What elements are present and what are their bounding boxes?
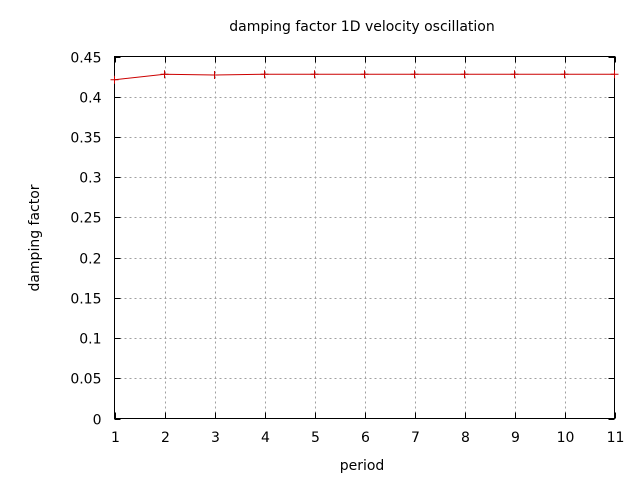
y-tick-label: 0.15 xyxy=(70,292,101,308)
chart-title: damping factor 1D velocity oscillation xyxy=(229,19,494,35)
x-axis-ticks: 1 2 3 4 5 6 7 8 9 10 11 xyxy=(111,56,625,446)
grid-lines xyxy=(114,56,615,419)
data-point xyxy=(260,70,269,79)
y-tick-label: 0.4 xyxy=(79,91,101,107)
x-tick-label: 10 xyxy=(557,430,575,446)
series-group xyxy=(110,70,619,84)
data-point xyxy=(110,75,119,84)
x-axis-label: period xyxy=(340,458,385,474)
x-tick-label: 11 xyxy=(607,430,625,446)
data-point xyxy=(460,70,469,79)
data-point xyxy=(360,70,369,79)
x-tick-label: 7 xyxy=(411,430,420,446)
data-point xyxy=(310,70,319,79)
y-tick-label: 0.1 xyxy=(79,332,101,348)
y-axis-label: damping factor xyxy=(27,184,43,291)
y-tick-label: 0.45 xyxy=(70,51,101,67)
x-tick-label: 8 xyxy=(461,430,470,446)
x-tick-label: 9 xyxy=(511,430,520,446)
x-tick-label: 5 xyxy=(311,430,320,446)
x-tick-label: 1 xyxy=(111,430,120,446)
y-tick-label: 0 xyxy=(93,413,102,429)
y-axis-ticks: 0 0.05 0.1 0.15 0.2 0.25 0.3 0.35 0.4 0.45 xyxy=(70,51,615,429)
x-tick-label: 6 xyxy=(361,430,370,446)
plot-frame xyxy=(114,56,615,419)
data-point xyxy=(510,70,519,79)
data-point xyxy=(610,70,619,79)
y-tick-label: 0.2 xyxy=(79,252,101,268)
data-point xyxy=(560,70,569,79)
y-tick-label: 0.3 xyxy=(79,171,101,187)
data-point xyxy=(410,70,419,79)
y-tick-label: 0.05 xyxy=(70,372,101,388)
data-point xyxy=(160,70,169,79)
y-tick-label: 0.25 xyxy=(70,211,101,227)
x-tick-label: 3 xyxy=(211,430,220,446)
x-tick-label: 4 xyxy=(261,430,270,446)
y-tick-label: 0.35 xyxy=(70,131,101,147)
data-point xyxy=(210,71,219,79)
x-tick-label: 2 xyxy=(161,430,170,446)
